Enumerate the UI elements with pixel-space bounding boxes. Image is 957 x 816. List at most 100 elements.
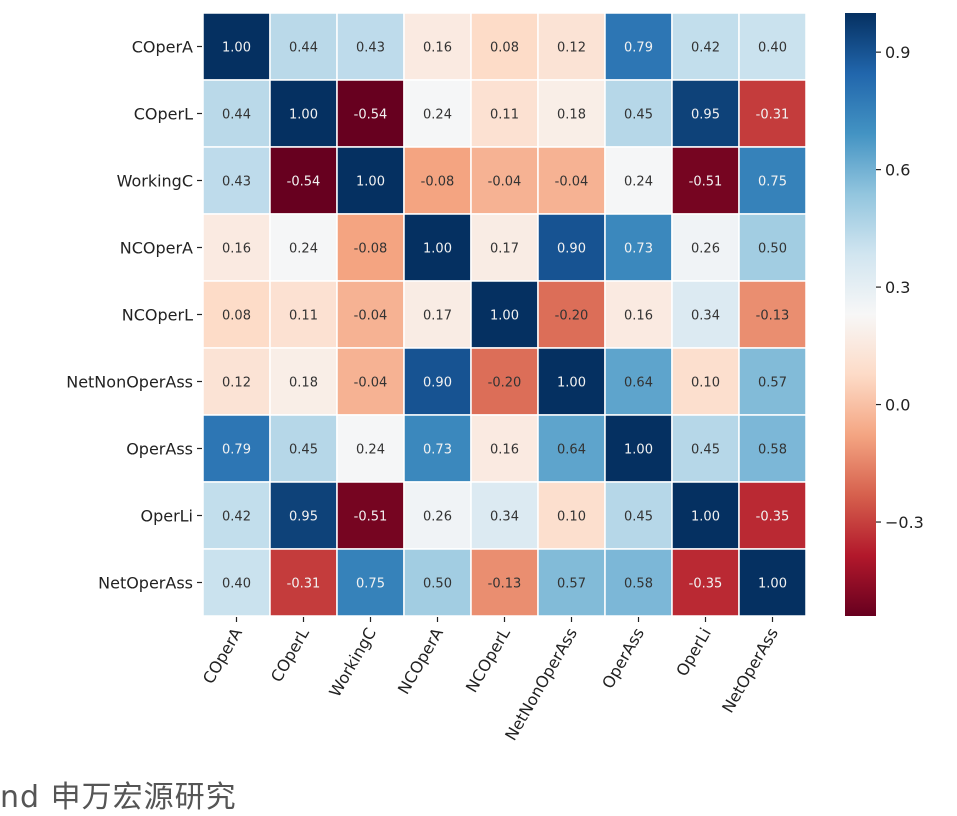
cell-value-label: 0.08 [490,41,519,56]
x-tick-label: NetOperAss [718,625,782,717]
cell-value-label: 0.44 [222,108,251,123]
cell-value-label: 0.34 [691,309,720,324]
heatmap-cell [738,146,807,215]
heatmap-cell [202,146,271,215]
cell-value-label: 0.16 [222,242,251,257]
cell-value-label: 0.73 [624,242,653,257]
cell-value-label: 0.11 [289,309,318,324]
cell-value-label: 1.00 [691,510,720,525]
cell-value-label: 0.79 [222,443,251,458]
y-tick-label: OperLi [140,507,193,526]
cell-value-label: 0.75 [356,577,385,592]
cell-value-label: 0.24 [356,443,385,458]
heatmap-cell [336,146,405,215]
x-tick-label: OperAss [598,625,648,692]
cell-value-label: 0.64 [624,376,653,391]
heatmap-cell [738,213,807,282]
cell-value-label: -0.08 [421,175,455,190]
heatmap-cell [202,548,271,617]
cell-value-label: 0.45 [624,108,653,123]
cell-value-label: -0.08 [354,242,388,257]
heatmap-cell [470,481,539,550]
heatmap-cell [470,548,539,617]
x-axis-labels: COperA COperL WorkingC NCOperA NCOperLNetNon… [199,617,782,744]
x-tick-label: COperL [267,624,313,685]
cell-value-label: -0.54 [287,175,321,190]
cell-value-label: 1.00 [423,242,452,257]
cell-value-label: 0.45 [289,443,318,458]
heatmap-cell [202,347,271,416]
heatmap-cells: 1.00 0.44 0.43 0.16 0.08 0.12 0.79 0.42 0.40 0.44… [202,12,807,617]
cell-value-label: 0.08 [222,309,251,324]
heatmap-cell [470,347,539,416]
heatmap-cell [269,12,338,81]
cell-value-label: -0.04 [354,376,388,391]
x-tick-label: COperA [199,624,246,687]
heatmap-cell [604,280,673,349]
heatmap-cell [403,280,472,349]
cell-value-label: 0.75 [758,175,787,190]
cell-value-label: 0.18 [557,108,586,123]
cell-value-label: 0.57 [557,577,586,592]
y-tick-label: OperAss [126,440,193,459]
heatmap-cell [738,347,807,416]
cell-value-label: 0.64 [557,443,586,458]
y-tick-label: NCOperL [122,306,193,325]
heatmap-cell [470,414,539,483]
cell-value-label: -0.51 [689,175,723,190]
cell-value-label: -0.13 [756,309,790,324]
cell-value-label: -0.20 [488,376,522,391]
heatmap-cell [336,481,405,550]
heatmap-cell [269,347,338,416]
x-tick-label: NCOperA [394,624,447,697]
colorbar-tick-label: −0.3 [885,513,924,532]
heatmap-cell [336,347,405,416]
cell-value-label: 0.42 [222,510,251,525]
heatmap-cell [336,548,405,617]
heatmap-cell [738,79,807,148]
y-tick-label: WorkingC [117,172,193,191]
heatmap-cell [336,79,405,148]
heatmap-cell [738,280,807,349]
cell-value-label: 0.43 [356,41,385,56]
cell-value-label: 0.24 [423,108,452,123]
cell-value-label: 1.00 [624,443,653,458]
heatmap-cell [738,548,807,617]
cell-value-label: 0.95 [289,510,318,525]
cell-value-label: 0.50 [758,242,787,257]
cell-value-label: 0.44 [289,41,318,56]
heatmap-cell [202,414,271,483]
heatmap-cell [470,146,539,215]
cell-value-label: 1.00 [222,41,251,56]
cell-value-label: 0.18 [289,376,318,391]
cell-value-label: 0.42 [691,41,720,56]
y-tick-label: COperA [132,38,193,57]
heatmap-cell [202,280,271,349]
x-tick-label: NCOperL [462,624,514,695]
heatmap-cell [671,347,740,416]
cell-value-label: 1.00 [490,309,519,324]
x-tick-label: OperLi [672,625,715,680]
cell-value-label: 0.12 [557,41,586,56]
cell-value-label: 0.95 [691,108,720,123]
cell-value-label: 0.16 [624,309,653,324]
x-tick-label: WorkingC [325,625,380,701]
heatmap-cell [269,146,338,215]
cell-value-label: 0.57 [758,376,787,391]
cell-value-label: 0.90 [423,376,452,391]
cell-value-label: 0.79 [624,41,653,56]
cell-value-label: 0.45 [624,510,653,525]
heatmap-cell [537,12,606,81]
cell-value-label: 0.26 [423,510,452,525]
watermark-text: nd 申万宏源研究 [0,780,237,815]
heatmap-cell [470,79,539,148]
cell-value-label: 0.45 [691,443,720,458]
cell-value-label: 0.17 [423,309,452,324]
colorbar-tick-label: 0.6 [885,161,910,180]
heatmap-cell [403,213,472,282]
cell-value-label: 1.00 [758,577,787,592]
heatmap-cell [537,280,606,349]
heatmap-cell [604,79,673,148]
heatmap-cell [604,548,673,617]
cell-value-label: 0.26 [691,242,720,257]
